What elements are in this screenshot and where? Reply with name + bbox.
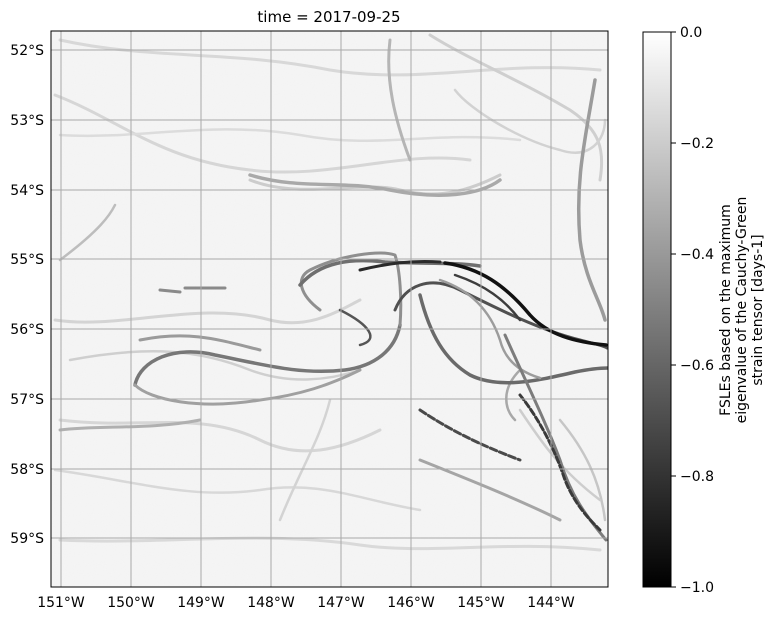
lat-tick-label: 54°S — [10, 183, 44, 199]
lon-tick-label: 146°W — [387, 595, 435, 611]
colorbar-tick-label: −0.4 — [680, 247, 714, 263]
lat-tick-label: 56°S — [10, 322, 44, 338]
ridge — [338, 308, 372, 347]
lat-tick-label: 59°S — [10, 531, 44, 547]
ridge — [418, 408, 522, 462]
colorbar-tick-label: −0.8 — [680, 469, 714, 485]
lon-tick-label: 147°W — [317, 595, 365, 611]
colorbar-tick-label: −0.2 — [680, 136, 714, 152]
map-title: time = 2017-09-25 — [257, 8, 400, 26]
colorbar-tick-label: −1.0 — [680, 580, 714, 596]
lon-tick-label: 151°W — [37, 595, 85, 611]
ridge — [358, 259, 442, 272]
colorbar-gradient — [642, 31, 672, 588]
lat-tick-label: 57°S — [10, 392, 44, 408]
filament — [58, 128, 522, 143]
ridge — [58, 418, 202, 432]
ridge — [138, 334, 262, 352]
map-gridlines — [51, 31, 608, 587]
filament — [53, 468, 422, 512]
lat-tick-label: 55°S — [10, 252, 44, 268]
filament — [518, 408, 602, 502]
filament — [68, 350, 362, 381]
lon-tick-label: 148°W — [247, 595, 295, 611]
filament — [58, 536, 602, 552]
ridge — [387, 38, 412, 162]
ridge — [518, 393, 602, 532]
lon-tick-label: 145°W — [457, 595, 505, 611]
lon-tick-label: 149°W — [177, 595, 225, 611]
filament — [278, 398, 332, 522]
ridge — [443, 261, 608, 347]
ridge — [133, 323, 402, 387]
fsle-ridges — [53, 33, 608, 552]
lat-tick-label: 58°S — [10, 462, 44, 478]
map-frame — [50, 30, 609, 588]
filament — [58, 38, 602, 77]
colorbar-tick-label: 0.0 — [680, 25, 702, 41]
ridge — [133, 368, 362, 406]
ridge — [453, 273, 522, 322]
colorbar-tick-label: −0.6 — [680, 358, 714, 374]
lat-tick-label: 52°S — [10, 43, 44, 59]
map-texture — [51, 31, 608, 587]
colorbar-label: FSLEs based on the maximum eigenvalue of… — [718, 197, 766, 424]
lon-tick-label: 150°W — [107, 595, 155, 611]
filament — [53, 298, 362, 325]
filament — [428, 33, 604, 182]
colorbar-label-line: strain tensor [days-1] — [750, 234, 766, 385]
filament — [558, 418, 607, 522]
filament — [58, 203, 117, 262]
colorbar-label-line: FSLEs based on the maximum — [718, 204, 734, 416]
colorbar-label-line: eigenvalue of the Cauchy-Green — [734, 197, 750, 424]
lon-tick-label: 144°W — [527, 595, 575, 611]
ridge — [418, 293, 608, 385]
x-axis-ticks: 151°W 150°W 149°W 148°W 147°W 146°W 145°… — [37, 595, 575, 611]
colorbar-tick-marks — [671, 31, 676, 588]
map-panel: 151°W 150°W 149°W 148°W 147°W 146°W 145°… — [10, 30, 609, 611]
filament — [53, 93, 472, 174]
ridge — [418, 458, 562, 522]
ridge — [576, 78, 607, 322]
colorbar: 0.0 −0.2 −0.4 −0.6 −0.8 −1.0 FSLEs based… — [642, 25, 766, 596]
filament — [58, 418, 382, 453]
ridge — [158, 286, 227, 294]
lat-tick-label: 53°S — [10, 113, 44, 129]
filament — [453, 88, 607, 154]
y-axis-ticks: 52°S 53°S 54°S 55°S 56°S 57°S 58°S 59°S — [10, 43, 44, 547]
